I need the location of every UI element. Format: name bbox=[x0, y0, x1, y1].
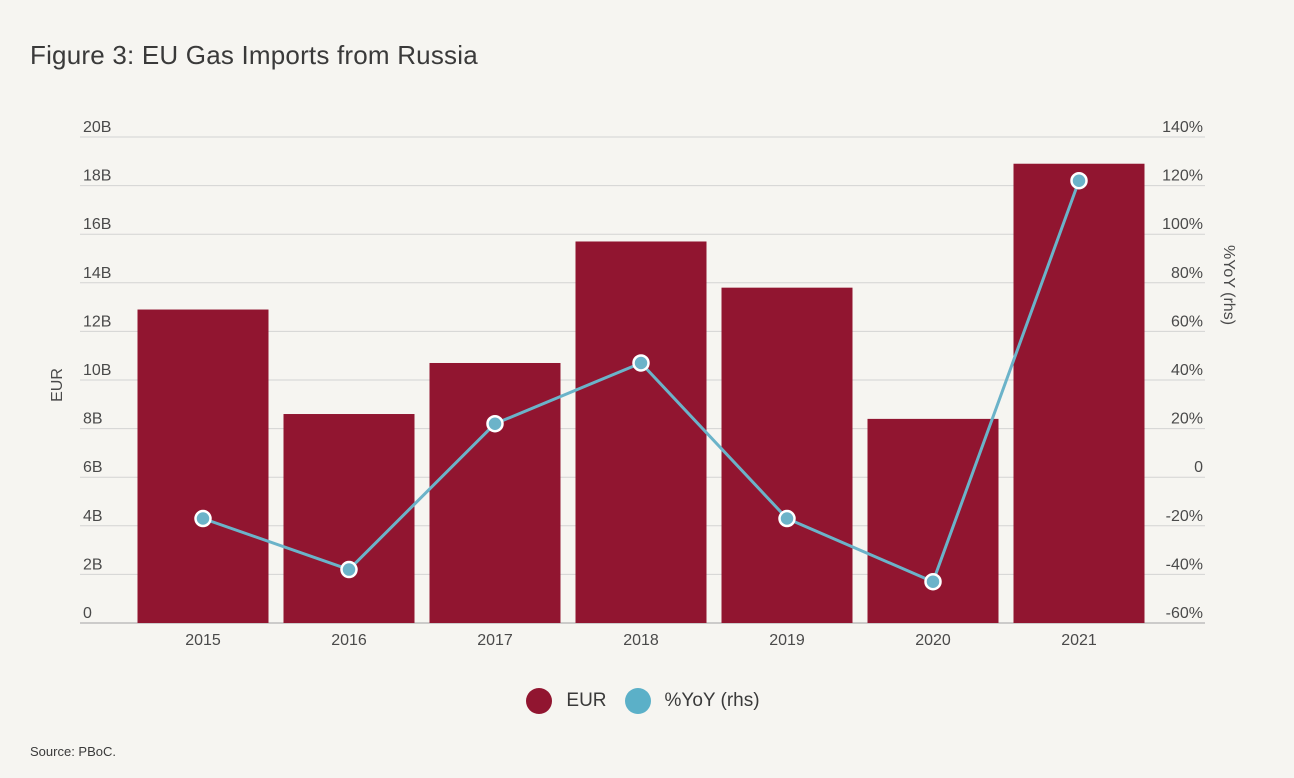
source-note: Source: PBoC. bbox=[30, 744, 116, 759]
y-left-tick-label: 2B bbox=[83, 556, 103, 573]
bar-2018 bbox=[575, 241, 707, 624]
yoy-point-2020 bbox=[924, 572, 942, 591]
x-tick-label: 2017 bbox=[477, 632, 513, 649]
y-left-tick-label: 20B bbox=[83, 119, 111, 136]
y-left-tick-label: 4B bbox=[83, 508, 103, 525]
y-right-axis-title: %YoY (rhs) bbox=[1220, 245, 1237, 325]
legend-label-eur: EUR bbox=[566, 690, 607, 711]
y-left-tick-label: 16B bbox=[83, 216, 111, 233]
legend-swatch-eur bbox=[526, 688, 553, 714]
y-right-tick-label: 140% bbox=[1162, 119, 1203, 136]
y-left-tick-label: 10B bbox=[83, 362, 111, 379]
bar-2021 bbox=[1013, 163, 1145, 624]
x-tick-label: 2019 bbox=[769, 632, 805, 649]
y-right-tick-label: 40% bbox=[1171, 362, 1203, 379]
y-right-tick-label: -60% bbox=[1166, 605, 1203, 622]
bar-2015 bbox=[137, 309, 269, 623]
chart-svg: 0 -60% 2B -40% 4B -20% 6B 0 8B 20% 10B 40% 12B 60% 14B… bbox=[49, 119, 1237, 649]
y-right-tick-label: 120% bbox=[1162, 168, 1203, 185]
y-right-tick-label: 60% bbox=[1171, 313, 1203, 330]
yoy-point-2021 bbox=[1070, 171, 1088, 190]
legend-swatch-yoy bbox=[624, 688, 651, 714]
y-left-axis-title: EUR bbox=[49, 368, 66, 402]
x-tick-label: 2021 bbox=[1061, 632, 1097, 649]
y-left-tick-label: 6B bbox=[83, 459, 103, 476]
axis-layer: 0 -60% 2B -40% 4B -20% 6B 0 8B 20% 10B 40% 12B 60% 14B… bbox=[49, 119, 1237, 649]
yoy-point-2017 bbox=[486, 414, 504, 433]
y-right-tick-label: 80% bbox=[1171, 265, 1203, 282]
yoy-point-2019 bbox=[778, 509, 796, 528]
bar-2016 bbox=[283, 414, 415, 623]
yoy-point-2018 bbox=[632, 354, 650, 372]
bar-2019 bbox=[721, 287, 853, 623]
legend: EUR %YoY (rhs) bbox=[0, 688, 1294, 714]
bar-2017 bbox=[429, 362, 561, 623]
y-left-tick-label: 0 bbox=[83, 605, 92, 622]
x-tick-label: 2020 bbox=[915, 632, 951, 649]
y-right-tick-label: -20% bbox=[1166, 508, 1203, 525]
legend-item-eur: EUR bbox=[526, 688, 607, 714]
y-left-tick-label: 14B bbox=[83, 265, 111, 282]
bar-2020 bbox=[867, 418, 999, 623]
x-tick-label: 2015 bbox=[185, 632, 221, 649]
y-right-tick-label: 100% bbox=[1162, 216, 1203, 233]
legend-item-yoy: %YoY (rhs) bbox=[624, 688, 760, 714]
bar-layer bbox=[137, 163, 1145, 624]
chart-title: Figure 3: EU Gas Imports from Russia bbox=[30, 40, 478, 70]
legend-label-yoy: %YoY (rhs) bbox=[664, 690, 760, 711]
line-layer bbox=[194, 171, 1088, 591]
x-tick-label: 2016 bbox=[331, 632, 367, 649]
y-right-tick-label: 20% bbox=[1171, 411, 1203, 428]
y-right-tick-label: -40% bbox=[1166, 556, 1203, 573]
yoy-point-2016 bbox=[340, 560, 358, 579]
x-tick-label: 2018 bbox=[623, 632, 659, 649]
y-left-tick-label: 18B bbox=[83, 168, 111, 185]
yoy-point-2015 bbox=[194, 509, 212, 528]
y-left-tick-label: 12B bbox=[83, 313, 111, 330]
y-left-tick-label: 8B bbox=[83, 411, 103, 428]
y-right-tick-label: 0 bbox=[1194, 459, 1203, 476]
